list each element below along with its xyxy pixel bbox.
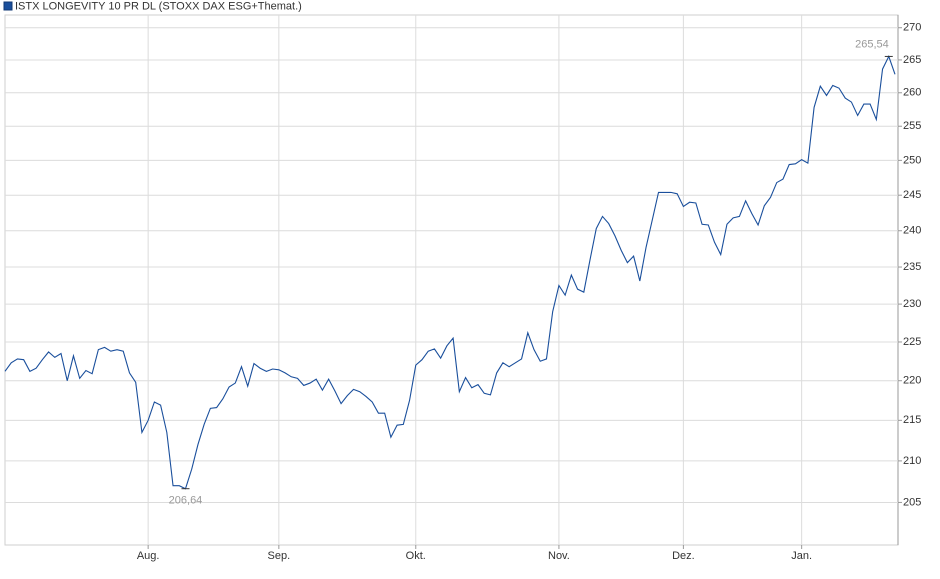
y-tick-label: 205 — [903, 496, 921, 508]
price-line — [4, 55, 896, 490]
annotation: 265,54 — [855, 38, 889, 50]
x-tick-label: Dez. — [672, 550, 695, 562]
x-tick-label: Jan. — [791, 550, 812, 562]
x-tick-label: Okt. — [406, 550, 426, 562]
legend-label: ISTX LONGEVITY 10 PR DL (STOXX DAX ESG+T… — [15, 0, 302, 12]
y-tick-label: 270 — [903, 22, 921, 34]
x-tick-label: Sep. — [268, 550, 291, 562]
y-tick-label: 265 — [903, 54, 921, 66]
annotation: 206,64 — [169, 495, 203, 507]
x-tick-label: Aug. — [137, 550, 160, 562]
y-tick-label: 210 — [903, 455, 921, 467]
y-tick-label: 240 — [903, 225, 921, 237]
y-tick-label: 235 — [903, 261, 921, 273]
x-tick-label: Nov. — [548, 550, 570, 562]
y-tick-label: 260 — [903, 87, 921, 99]
y-tick-label: 220 — [903, 375, 921, 387]
legend-swatch — [3, 1, 13, 11]
y-tick-label: 250 — [903, 154, 921, 166]
y-tick-label: 230 — [903, 298, 921, 310]
y-tick-label: 225 — [903, 336, 921, 348]
y-tick-label: 245 — [903, 189, 921, 201]
y-tick-label: 255 — [903, 120, 921, 132]
plot-frame — [4, 14, 899, 546]
y-tick-label: 215 — [903, 414, 921, 426]
